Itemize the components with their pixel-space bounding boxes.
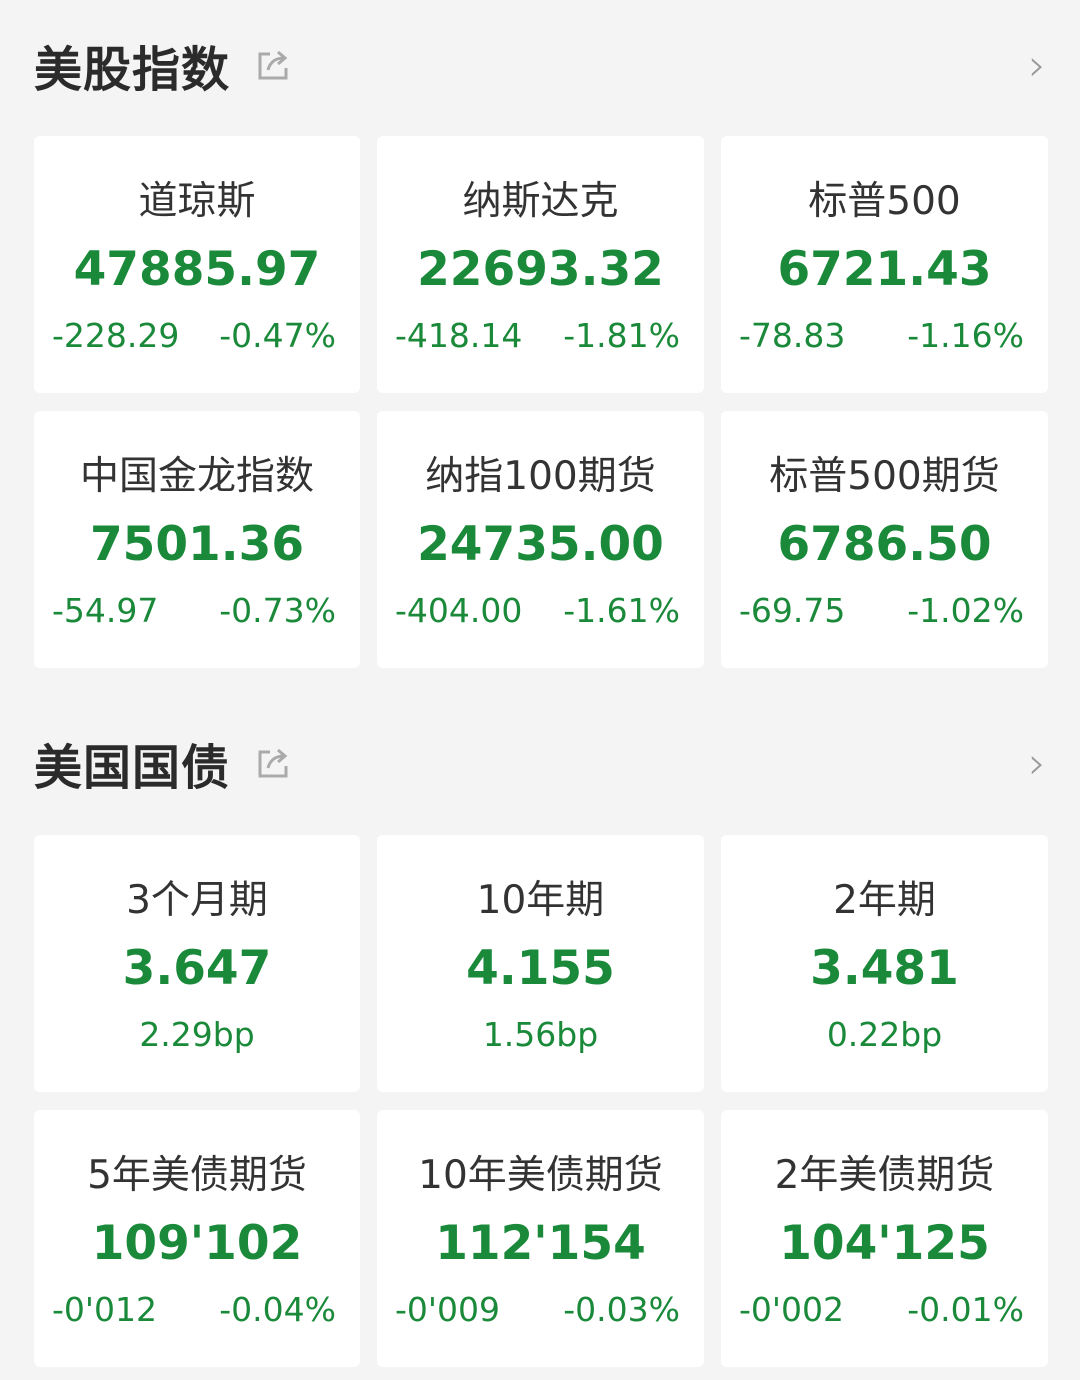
quote-changes: -0'002 -0.01%	[721, 1290, 1048, 1329]
stocks-grid: 道琼斯 47885.97 -228.29 -0.47% 纳斯达克 22693.32 -4…	[34, 136, 1048, 668]
quote-change: 2.29bp	[139, 1015, 255, 1054]
section-title: 美国国债	[34, 740, 231, 796]
quote-card[interactable]: 2年期 3.481 0.22bp	[721, 835, 1048, 1092]
quote-value: 3.481	[810, 941, 959, 996]
quote-percent: -1.61%	[563, 591, 680, 630]
quote-name: 中国金龙指数	[79, 454, 314, 499]
chevron-right-icon[interactable]: ›	[1028, 737, 1046, 789]
quote-value: 6786.50	[777, 517, 992, 572]
quote-change: -0'012	[52, 1290, 157, 1329]
quote-percent: -0.04%	[219, 1290, 336, 1329]
quote-card[interactable]: 纳指100期货 24735.00 -404.00 -1.61%	[377, 411, 704, 668]
quote-name: 5年美债期货	[87, 1153, 307, 1198]
quote-value: 24735.00	[417, 517, 664, 572]
quote-changes: -78.83 -1.16%	[721, 316, 1048, 355]
quote-card[interactable]: 10年期 4.155 1.56bp	[377, 835, 704, 1092]
quote-card[interactable]: 标普500期货 6786.50 -69.75 -1.02%	[721, 411, 1048, 668]
quote-card[interactable]: 5年美债期货 109'102 -0'012 -0.04%	[34, 1110, 360, 1367]
quote-value: 22693.32	[417, 242, 664, 297]
quote-name: 10年期	[476, 878, 605, 923]
quote-name: 3个月期	[126, 878, 268, 923]
quote-name: 纳指100期货	[425, 454, 656, 499]
quote-percent: -0.01%	[907, 1290, 1024, 1329]
quote-percent: -0.03%	[563, 1290, 680, 1329]
quote-change: 1.56bp	[482, 1015, 599, 1054]
quote-value: 4.155	[466, 941, 615, 996]
quote-percent: -0.47%	[219, 316, 336, 355]
quote-change: -54.97	[52, 591, 159, 630]
quote-change: 0.22bp	[826, 1015, 943, 1054]
quote-percent: -0.73%	[219, 591, 336, 630]
quote-card[interactable]: 中国金龙指数 7501.36 -54.97 -0.73%	[34, 411, 360, 668]
quote-percent: -1.81%	[563, 316, 680, 355]
quote-value: 104'125	[779, 1216, 990, 1271]
quote-name: 2年美债期货	[774, 1153, 995, 1198]
quote-change: -228.29	[52, 316, 180, 355]
quote-value: 47885.97	[73, 242, 321, 297]
quote-changes: -69.75 -1.02%	[721, 591, 1048, 630]
quote-changes: -0'009 -0.03%	[377, 1290, 704, 1329]
bonds-section-header[interactable]: 美国国债 ›	[34, 728, 1046, 798]
quote-card[interactable]: 标普500 6721.43 -78.83 -1.16%	[721, 136, 1048, 393]
quote-change: -69.75	[739, 591, 846, 630]
quote-value: 112'154	[435, 1216, 646, 1271]
quote-card[interactable]: 2年美债期货 104'125 -0'002 -0.01%	[721, 1110, 1048, 1367]
quote-card[interactable]: 纳斯达克 22693.32 -418.14 -1.81%	[377, 136, 704, 393]
quote-percent: -1.02%	[907, 591, 1024, 630]
quote-card[interactable]: 10年美债期货 112'154 -0'009 -0.03%	[377, 1110, 704, 1367]
quote-name: 2年期	[833, 878, 936, 923]
quote-name: 道琼斯	[138, 179, 256, 224]
quote-name: 10年美债期货	[418, 1153, 663, 1198]
quote-changes: -54.97 -0.73%	[34, 591, 360, 630]
quote-card[interactable]: 3个月期 3.647 2.29bp	[34, 835, 360, 1092]
chevron-right-icon[interactable]: ›	[1028, 39, 1046, 91]
quote-value: 3.647	[122, 941, 272, 996]
quote-change: -418.14	[395, 316, 523, 355]
quote-change: -0'002	[739, 1290, 844, 1329]
quote-changes: -404.00 -1.61%	[377, 591, 704, 630]
quote-card[interactable]: 道琼斯 47885.97 -228.29 -0.47%	[34, 136, 360, 393]
quote-changes: -418.14 -1.81%	[377, 316, 704, 355]
quote-value: 109'102	[91, 1216, 303, 1271]
bonds-grid: 3个月期 3.647 2.29bp 10年期 4.155 1.56bp 2年期 3.48…	[34, 835, 1048, 1367]
share-icon[interactable]	[256, 48, 290, 82]
quote-name: 标普500	[808, 179, 961, 224]
stocks-section-header[interactable]: 美股指数 ›	[34, 30, 1046, 100]
quote-name: 标普500期货	[769, 454, 1000, 499]
quote-changes: -228.29 -0.47%	[34, 316, 360, 355]
quote-change: -0'009	[395, 1290, 500, 1329]
section-title: 美股指数	[34, 42, 231, 98]
quote-percent: -1.16%	[907, 316, 1024, 355]
quote-changes: -0'012 -0.04%	[34, 1290, 360, 1329]
share-icon[interactable]	[256, 746, 290, 780]
quote-change: -78.83	[739, 316, 846, 355]
quote-value: 7501.36	[89, 517, 305, 572]
quote-name: 纳斯达克	[462, 179, 619, 224]
quote-change: -404.00	[395, 591, 523, 630]
quote-value: 6721.43	[777, 242, 992, 297]
